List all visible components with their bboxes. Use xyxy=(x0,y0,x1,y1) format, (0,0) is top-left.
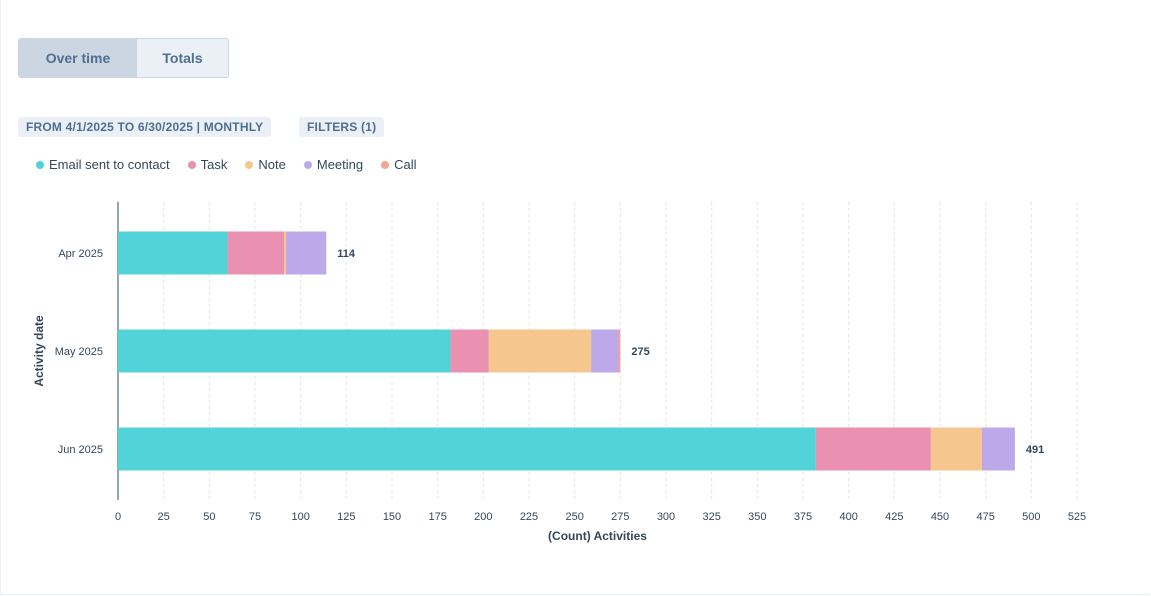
y-category-label: May 2025 xyxy=(55,346,103,358)
legend-dot-task xyxy=(187,160,196,169)
bar-total-label: 275 xyxy=(631,346,649,358)
totals-tab[interactable]: Totals xyxy=(137,39,228,77)
legend-item-meeting[interactable]: Meeting xyxy=(303,157,364,172)
y-axis-title: Activity date xyxy=(32,315,46,387)
x-tick-label: 300 xyxy=(657,511,675,523)
x-tick-label: 25 xyxy=(158,511,170,523)
legend-item-task[interactable]: Task xyxy=(187,157,228,172)
bar-segment-note[interactable] xyxy=(488,329,592,373)
bar-total-label: 114 xyxy=(337,248,356,260)
x-tick-label: 200 xyxy=(474,511,492,523)
bar-segment-note[interactable] xyxy=(930,427,983,471)
legend-item-call[interactable]: Call xyxy=(381,157,417,172)
legend-dot-email xyxy=(36,160,44,169)
bar-segment-note[interactable] xyxy=(284,231,287,275)
date-range-chip[interactable]: FROM 4/1/2025 TO 6/30/2025 | MONTHLY xyxy=(18,117,272,137)
x-tick-label: 125 xyxy=(337,511,355,523)
bar-segment-task[interactable] xyxy=(450,329,489,373)
x-tick-label: 525 xyxy=(1068,511,1086,523)
bar-segment-task[interactable] xyxy=(227,231,285,275)
x-tick-label: 375 xyxy=(794,511,812,523)
y-category-label: Apr 2025 xyxy=(58,248,103,260)
x-tick-label: 350 xyxy=(748,511,766,523)
bar-segment-meeting[interactable] xyxy=(591,329,619,373)
legend-label-meeting: Meeting xyxy=(316,157,364,172)
bar-segment-task[interactable] xyxy=(815,427,931,471)
x-tick-label: 475 xyxy=(976,511,994,523)
x-tick-label: 500 xyxy=(1022,511,1040,523)
legend-dot-meeting xyxy=(303,160,312,169)
y-category-label: Jun 2025 xyxy=(58,444,103,456)
bar-segment-email-sent-to-contact[interactable] xyxy=(118,427,816,471)
over-time-tab[interactable]: Over time xyxy=(19,39,137,77)
bar-segment-email-sent-to-contact[interactable] xyxy=(118,231,228,275)
legend-label-email: Email sent to contact xyxy=(49,157,170,172)
x-tick-label: 0 xyxy=(115,511,121,523)
bar-segment-meeting[interactable] xyxy=(286,231,327,275)
x-tick-label: 100 xyxy=(291,511,309,523)
x-tick-label: 325 xyxy=(702,511,720,523)
x-tick-label: 450 xyxy=(931,511,949,523)
x-tick-label: 225 xyxy=(520,511,538,523)
x-tick-label: 275 xyxy=(611,511,629,523)
x-axis-title: (Count) Activities xyxy=(548,529,647,543)
x-tick-label: 250 xyxy=(565,511,583,523)
x-tick-label: 75 xyxy=(249,511,261,523)
x-tick-label: 50 xyxy=(203,511,215,523)
x-tick-label: 150 xyxy=(383,511,401,523)
bar-segment-call[interactable] xyxy=(618,329,621,373)
x-tick-label: 425 xyxy=(885,511,903,523)
view-toggle: Over time Totals xyxy=(18,38,229,78)
bar-total-label: 491 xyxy=(1026,444,1044,456)
legend-label-note: Note xyxy=(258,157,286,172)
chart-legend: Email sent to contact Task Note Meeting … xyxy=(36,157,435,172)
x-tick-label: 175 xyxy=(428,511,446,523)
x-tick-label: 400 xyxy=(839,511,857,523)
legend-dot-note xyxy=(245,160,254,169)
legend-label-task: Task xyxy=(200,157,228,172)
legend-item-note[interactable]: Note xyxy=(245,157,286,172)
legend-dot-call xyxy=(381,160,390,169)
bar-segment-email-sent-to-contact[interactable] xyxy=(118,329,451,373)
filters-chip[interactable]: FILTERS (1) xyxy=(299,117,385,137)
legend-item-email[interactable]: Email sent to contact xyxy=(36,157,170,172)
legend-label-call: Call xyxy=(394,157,417,172)
bar-segment-meeting[interactable] xyxy=(982,427,1015,471)
